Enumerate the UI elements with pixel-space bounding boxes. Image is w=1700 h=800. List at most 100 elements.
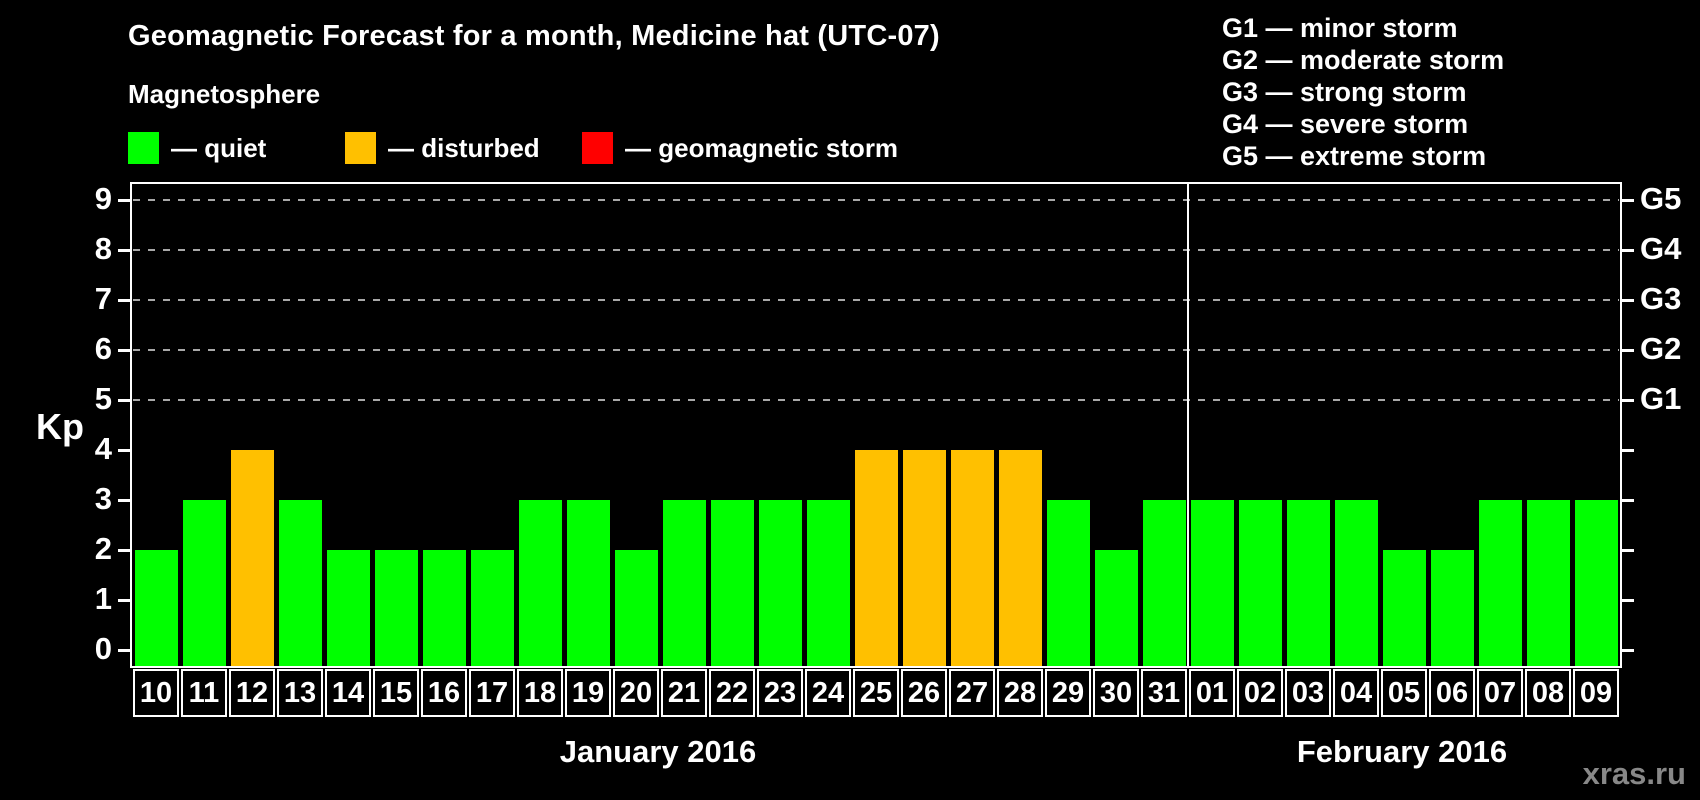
- kp-bar-day-05: [1382, 550, 1426, 666]
- y-tick-label-0: 0: [94, 631, 112, 666]
- kp-bar-day-10: [134, 550, 178, 666]
- day-label-05: 05: [1381, 669, 1427, 717]
- day-label-14: 14: [325, 669, 371, 717]
- g-scale-label-g4: G4: [1640, 231, 1682, 266]
- kp-bar-day-29: [1046, 500, 1090, 666]
- kp-bar-day-14: [326, 550, 370, 666]
- kp-bar-day-12: [230, 450, 274, 666]
- kp-bar-day-01: [1190, 500, 1234, 666]
- y-tick-left-2: [118, 549, 130, 552]
- day-label-21: 21: [661, 669, 707, 717]
- legend-label-geomagnetic-storm: — geomagnetic storm: [625, 132, 899, 163]
- day-label-24: 24: [805, 669, 851, 717]
- kp-bar-day-11: [182, 500, 226, 666]
- day-label-19: 19: [565, 669, 611, 717]
- storm-scale-item-g2: G2 — moderate storm: [1222, 45, 1505, 75]
- y-tick-label-4: 4: [94, 431, 112, 466]
- kp-bar-day-18: [518, 500, 562, 666]
- day-label-26: 26: [901, 669, 947, 717]
- y-tick-label-2: 2: [94, 531, 112, 566]
- kp-bar-day-17: [470, 550, 514, 666]
- y-tick-label-8: 8: [94, 231, 112, 266]
- kp-bar-day-03: [1286, 500, 1330, 666]
- kp-bar-day-08: [1526, 500, 1570, 666]
- day-label-01: 01: [1189, 669, 1235, 717]
- legend-label-disturbed: — disturbed: [388, 132, 540, 163]
- kp-bar-day-25: [854, 450, 898, 666]
- g-scale-label-g2: G2: [1640, 331, 1682, 366]
- kp-bar-day-16: [422, 550, 466, 666]
- y-tick-left-1: [118, 599, 130, 602]
- y-tick-label-7: 7: [94, 281, 112, 316]
- y-tick-left-6: [118, 349, 130, 352]
- legend-label-quiet: — quiet: [171, 132, 267, 163]
- grid-line-kp8: [133, 249, 1619, 251]
- storm-scale-item-g1: G1 — minor storm: [1222, 13, 1458, 43]
- y-tick-right-1: [1622, 599, 1634, 602]
- month-label-january: January 2016: [559, 734, 757, 769]
- y-tick-label-9: 9: [94, 181, 112, 216]
- legend-item-geomagnetic-storm: — geomagnetic storm: [582, 132, 898, 164]
- kp-bar-day-26: [902, 450, 946, 666]
- grid-line-kp7: [133, 299, 1619, 301]
- y-tick-right-9: [1622, 199, 1634, 202]
- grid-line-kp9: [133, 199, 1619, 201]
- storm-scale-item-g5: G5 — extreme storm: [1222, 141, 1487, 171]
- kp-bar-day-19: [566, 500, 610, 666]
- day-label-08: 08: [1525, 669, 1571, 717]
- y-tick-label-3: 3: [94, 481, 112, 516]
- kp-axis-title: Kp: [36, 406, 84, 447]
- day-label-11: 11: [181, 669, 227, 717]
- day-label-09: 09: [1573, 669, 1619, 717]
- day-label-02: 02: [1237, 669, 1283, 717]
- kp-bar-day-31: [1142, 500, 1186, 666]
- day-label-13: 13: [277, 669, 323, 717]
- day-label-30: 30: [1093, 669, 1139, 717]
- g-scale-label-g1: G1: [1640, 381, 1682, 416]
- storm-scale-item-g3: G3 — strong storm: [1222, 77, 1467, 107]
- y-tick-right-2: [1622, 549, 1634, 552]
- grid-line-kp5: [133, 399, 1619, 401]
- day-label-23: 23: [757, 669, 803, 717]
- y-tick-label-6: 6: [94, 331, 112, 366]
- day-label-25: 25: [853, 669, 899, 717]
- kp-bar-day-02: [1238, 500, 1282, 666]
- day-label-28: 28: [997, 669, 1043, 717]
- legend-item-disturbed: — disturbed: [345, 132, 540, 164]
- kp-bar-day-15: [374, 550, 418, 666]
- day-label-15: 15: [373, 669, 419, 717]
- y-tick-left-4: [118, 449, 130, 452]
- day-label-31: 31: [1141, 669, 1187, 717]
- y-tick-right-8: [1622, 249, 1634, 252]
- y-tick-right-6: [1622, 349, 1634, 352]
- day-label-18: 18: [517, 669, 563, 717]
- day-label-03: 03: [1285, 669, 1331, 717]
- storm-scale-item-g4: G4 — severe storm: [1222, 109, 1469, 139]
- day-label-10: 10: [133, 669, 179, 717]
- day-label-16: 16: [421, 669, 467, 717]
- day-label-12: 12: [229, 669, 275, 717]
- y-tick-right-3: [1622, 499, 1634, 502]
- kp-bar-day-21: [662, 500, 706, 666]
- kp-bar-day-27: [950, 450, 994, 666]
- y-tick-left-3: [118, 499, 130, 502]
- kp-bar-day-23: [758, 500, 802, 666]
- day-label-27: 27: [949, 669, 995, 717]
- kp-bar-day-13: [278, 500, 322, 666]
- day-label-06: 06: [1429, 669, 1475, 717]
- kp-bar-day-07: [1478, 500, 1522, 666]
- y-tick-right-7: [1622, 299, 1634, 302]
- kp-bar-day-30: [1094, 550, 1138, 666]
- plot-area: [130, 182, 1622, 668]
- y-tick-left-7: [118, 299, 130, 302]
- y-tick-right-5: [1622, 399, 1634, 402]
- g-scale-label-g3: G3: [1640, 281, 1682, 316]
- kp-bar-day-22: [710, 500, 754, 666]
- chart-title: Geomagnetic Forecast for a month, Medici…: [128, 20, 940, 52]
- kp-bar-day-20: [614, 550, 658, 666]
- kp-bar-day-04: [1334, 500, 1378, 666]
- chart-subtitle: Magnetosphere: [128, 79, 321, 109]
- day-label-22: 22: [709, 669, 755, 717]
- kp-bar-day-06: [1430, 550, 1474, 666]
